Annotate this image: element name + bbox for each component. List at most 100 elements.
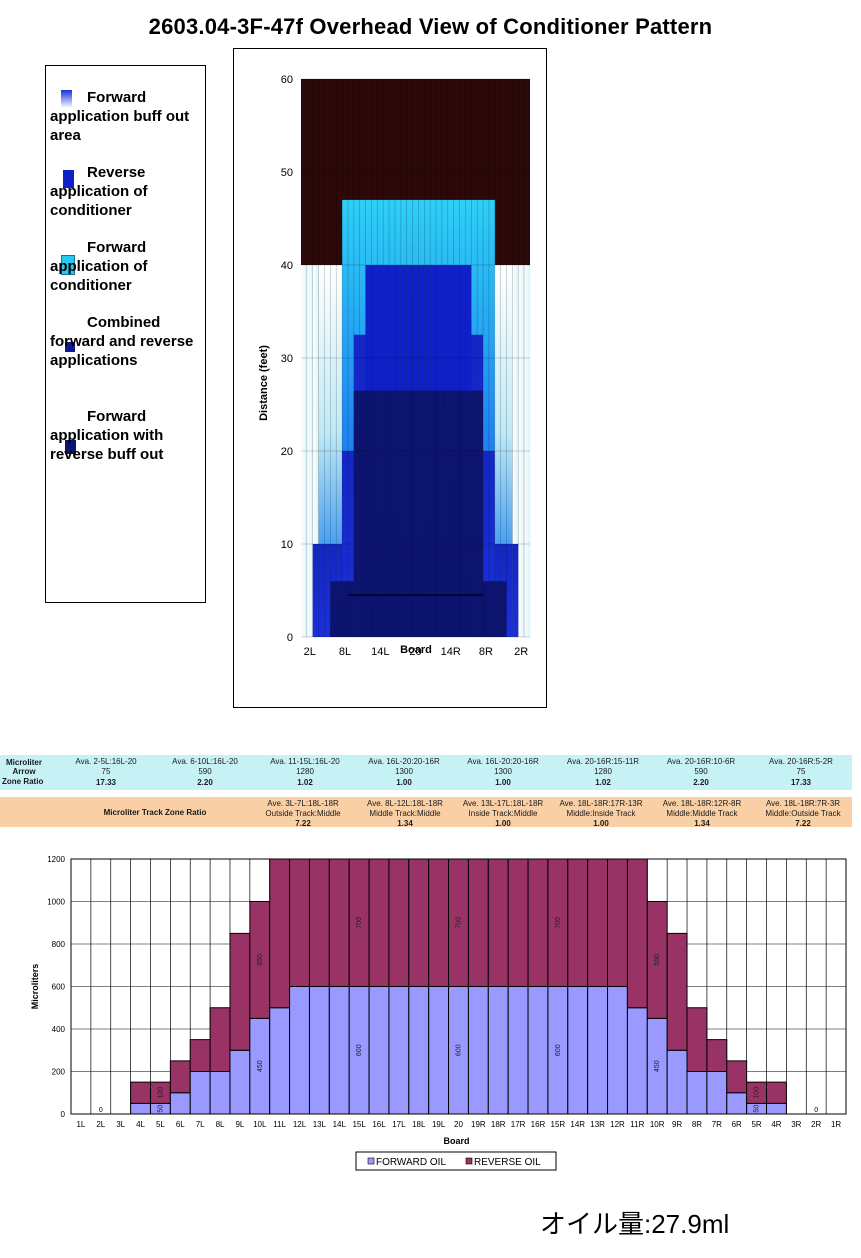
bar-19L-forward: [428, 986, 450, 1115]
x-tick-label: 6L: [176, 1120, 185, 1129]
ratio-col-value: 1.00: [396, 778, 412, 787]
board-13R-reverse-buff-cell: [453, 390, 460, 637]
data-label: 600: [456, 1044, 463, 1056]
track-col-range: Ave. 18L-18R:7R-3R: [765, 799, 841, 808]
x-tick-label: 7L: [196, 1120, 205, 1129]
track-col-range: Ave. 3L-7L:18L-18R: [267, 799, 339, 808]
y-tick-label: 1200: [47, 855, 65, 864]
bar-8R-reverse: [686, 1007, 708, 1072]
track-col-value: 7.22: [795, 819, 811, 828]
ratio-col-value: 1.00: [495, 778, 511, 787]
board-4L-reverse-cell: [318, 544, 325, 637]
bar-13R-reverse: [587, 858, 609, 987]
y-tick-label: 20: [281, 446, 293, 458]
legend-swatch-reverse-oil: [465, 1157, 473, 1165]
board-12R-reverse-buff-cell: [459, 390, 466, 637]
ratio-col-range: Ava. 2-5L:16L-20: [75, 757, 137, 766]
data-label: 700: [456, 917, 463, 929]
board-18R-reverse-buff-cell: [424, 390, 431, 637]
legend-label-reverse-oil: REVERSE OIL: [474, 1157, 541, 1168]
ratio-col-microliter: 1300: [494, 767, 512, 776]
ratio-col-microliter: 590: [198, 767, 212, 776]
x-tick-label: 5R: [751, 1120, 761, 1129]
x-tick-label: 17R: [511, 1120, 526, 1129]
x-tick-label: 2R: [811, 1120, 821, 1129]
data-label: 0: [99, 1107, 103, 1114]
bar-11L-reverse: [269, 858, 291, 1009]
ratio-row-label: Arrow: [12, 767, 36, 776]
board-5L-forward-cell: [324, 265, 331, 637]
legend-swatch-buff: [61, 90, 72, 108]
board-9L-reverse-buff-cell: [347, 581, 355, 637]
board-3R-forward-cell: [512, 265, 519, 637]
x-tick-label: 14L: [371, 646, 389, 658]
y-tick-label: 800: [52, 940, 66, 949]
y-tick-label: 0: [287, 632, 293, 644]
board-4R-reverse-cell: [506, 544, 513, 637]
x-tick-label: 13R: [590, 1120, 605, 1129]
x-tick-label: 18L: [412, 1120, 426, 1129]
board-1L-forward-cell: [301, 265, 308, 637]
bar-4R-reverse: [766, 1081, 787, 1104]
board-8L-reverse-buff-cell: [342, 581, 349, 637]
board-19L-reverse-buff-cell: [406, 390, 413, 637]
bar-12R-forward: [607, 986, 628, 1115]
bar-19R-forward: [467, 986, 489, 1115]
ratio-col-range: Ava. 16L-20:20-16R: [368, 757, 440, 766]
board-14R-reverse-buff-cell: [447, 390, 454, 637]
data-label: 100: [157, 1087, 164, 1099]
x-tick-label: 9L: [235, 1120, 244, 1129]
board-6L-reverse-buff-cell: [330, 581, 337, 637]
board-15R-reverse-buff-cell: [441, 390, 449, 637]
track-col-zone: Middle:Outside Track: [765, 809, 841, 818]
track-table-label: Microliter Track Zone Ratio: [103, 808, 207, 817]
x-tick-label: 2R: [514, 646, 528, 658]
x-tick-label: 16R: [531, 1120, 546, 1129]
bar-14R-reverse: [567, 858, 589, 987]
x-tick-label: 11L: [273, 1120, 286, 1129]
x-tick-label: 20: [454, 1120, 463, 1129]
bar-4L-forward: [130, 1102, 151, 1115]
track-col-zone: Outside Track:Middle: [265, 809, 341, 818]
ratio-col-microliter: 590: [694, 767, 708, 776]
data-label: 700: [356, 917, 363, 929]
data-label: 600: [555, 1044, 562, 1056]
ratio-col-value: 2.20: [197, 778, 213, 787]
x-tick-label: 11R: [630, 1120, 644, 1129]
board-3R-reverse-cell: [512, 544, 519, 637]
y-tick-label: 40: [281, 260, 293, 272]
x-axis-title: Board: [443, 1136, 469, 1146]
track-col-zone: Middle:Middle Track: [666, 809, 738, 818]
y-axis-title: Distance (feet): [258, 345, 270, 421]
data-label: 50: [157, 1105, 164, 1113]
board-5R-forward-cell: [500, 265, 507, 637]
board-18L-reverse-buff-cell: [400, 390, 407, 637]
board-9L-reverse-cell: [347, 451, 355, 637]
x-tick-label: 15L: [352, 1120, 366, 1129]
bar-19L-reverse: [428, 858, 450, 987]
legend-swatch-reverse-buff: [65, 440, 76, 454]
bar-6L-forward: [169, 1092, 191, 1115]
legend-label-buff: Forward application buff out area: [50, 89, 190, 144]
data-label: 600: [356, 1044, 363, 1056]
x-tick-label: 18R: [491, 1120, 506, 1129]
ratio-col-range: Ava. 16L-20:20-16R: [467, 757, 539, 766]
bar-17R-reverse: [507, 858, 529, 987]
ratio-col-microliter: 1280: [594, 767, 612, 776]
ratio-col-value: 1.02: [595, 778, 611, 787]
ratio-col-range: Ava. 20-16R:15-11R: [566, 757, 640, 766]
board-5R-reverse-buff-cell: [500, 581, 507, 637]
board-6L-forward-cell: [330, 265, 337, 637]
bar-18R-forward: [487, 986, 509, 1115]
board-4R-forward-cell: [506, 265, 513, 637]
x-tick-label: 5L: [156, 1120, 165, 1129]
x-tick-label: 3L: [116, 1120, 125, 1129]
y-tick-label: 200: [52, 1068, 66, 1077]
oil-amount-label: オイル量:27.9ml: [540, 1209, 730, 1239]
board-8R-reverse-buff-cell: [483, 581, 490, 637]
bar-4R-forward: [766, 1102, 787, 1115]
bar-14L-forward: [328, 986, 350, 1115]
ratio-col-value: 1.02: [297, 778, 313, 787]
track-col-range: Ave. 8L-12L:18L-18R: [367, 799, 443, 808]
y-tick-label: 600: [52, 983, 66, 992]
